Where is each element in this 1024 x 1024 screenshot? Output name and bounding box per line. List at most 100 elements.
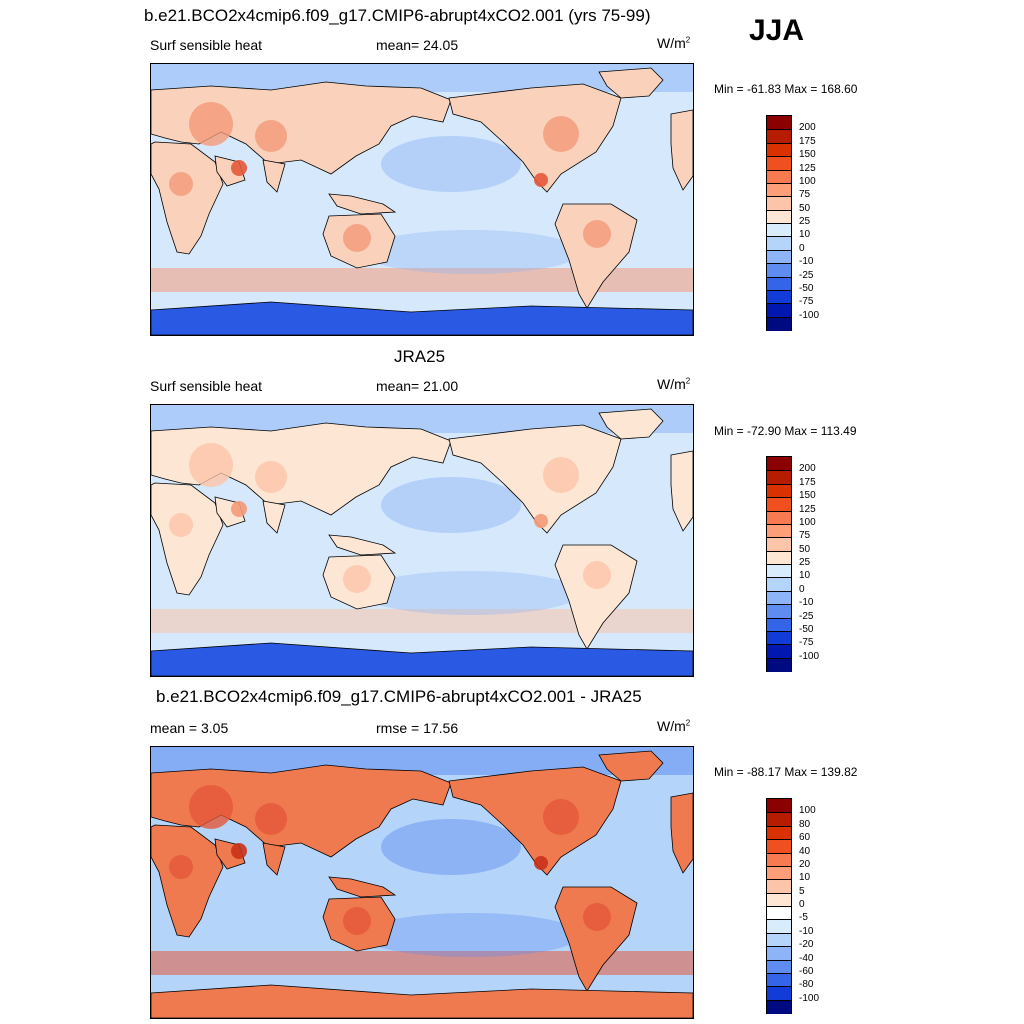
colorbar-tick-label: -50 bbox=[799, 282, 814, 294]
colorbar-cell bbox=[767, 537, 791, 552]
map-panel bbox=[150, 63, 694, 336]
continent-india bbox=[262, 159, 286, 193]
mean-label: mean = 3.05 bbox=[150, 720, 229, 736]
colorbar-tick-label: 40 bbox=[799, 845, 811, 857]
warm-region bbox=[169, 513, 193, 537]
colorbar: 200 175 150 125 100 75 50 25 10 0 -10 -25 -50 -75 -100 bbox=[766, 115, 846, 331]
colorbar-tick-label: -75 bbox=[799, 296, 814, 308]
continent-africa bbox=[151, 141, 224, 255]
colorbar-tick-label: -40 bbox=[799, 952, 814, 964]
colorbar-tick-label: 5 bbox=[799, 885, 805, 897]
colorbar-tick-label: 60 bbox=[799, 832, 811, 844]
north-pacific-anomaly bbox=[381, 477, 521, 533]
panel-title: b.e21.BCO2x4cmip6.f09_g17.CMIP6-abrupt4x… bbox=[144, 6, 651, 25]
continent-indonesia bbox=[328, 876, 397, 898]
mean-label: mean= 21.00 bbox=[376, 378, 459, 394]
colorbar-tick-label: 25 bbox=[799, 216, 811, 227]
continent-antarctica bbox=[151, 642, 693, 676]
units-label: W/m2 bbox=[657, 376, 691, 392]
warm-region bbox=[189, 102, 233, 146]
min-max-label: Min = -72.90 Max = 113.49 bbox=[714, 424, 857, 438]
rmse-label: rmse = 17.56 bbox=[376, 720, 459, 736]
continent-north-america bbox=[448, 766, 622, 876]
colorbar-cell bbox=[767, 799, 791, 813]
colorbar-cell bbox=[767, 946, 791, 961]
colorbar-tick-label: -100 bbox=[799, 309, 820, 321]
colorbar-tick-label: -10 bbox=[799, 597, 814, 609]
colorbar-tick-label: -20 bbox=[799, 939, 814, 951]
colorbar-tick-label: 200 bbox=[799, 122, 816, 134]
colorbar-tick-label: 175 bbox=[799, 476, 816, 488]
colorbar-tick-label: 50 bbox=[799, 202, 811, 214]
map-canvas bbox=[151, 405, 693, 676]
colorbar-cell bbox=[767, 169, 791, 184]
colorbar-cell bbox=[767, 959, 791, 974]
colorbar-cell bbox=[767, 644, 791, 659]
continent-greenland bbox=[598, 408, 664, 440]
colorbar-tick-label: 50 bbox=[799, 543, 811, 555]
continent-india bbox=[262, 500, 286, 534]
colorbar-tick-label: 125 bbox=[799, 503, 816, 515]
colorbar-cell bbox=[767, 142, 791, 158]
colorbar-box bbox=[766, 798, 792, 1014]
warm-region bbox=[543, 457, 579, 493]
colorbar-cell bbox=[767, 630, 791, 646]
colorbar-cell bbox=[767, 209, 791, 224]
south-pacific-anomaly bbox=[361, 571, 581, 615]
colorbar-cell bbox=[767, 510, 791, 525]
colorbar-cell bbox=[767, 906, 791, 921]
colorbar-cell bbox=[767, 316, 791, 331]
colorbar-tick-label: 200 bbox=[799, 463, 816, 475]
continent-south-america bbox=[554, 544, 638, 650]
north-pacific-anomaly bbox=[381, 819, 521, 875]
colorbar-cell bbox=[767, 116, 791, 130]
colorbar-cell bbox=[767, 223, 791, 238]
colorbar-cell bbox=[767, 182, 791, 198]
warm-region bbox=[189, 785, 233, 829]
continent-greenland bbox=[598, 750, 664, 782]
colorbar-cell bbox=[767, 263, 791, 278]
colorbar-cell bbox=[767, 590, 791, 606]
colorbar-tick-label: -10 bbox=[799, 256, 814, 268]
continent-europe-west bbox=[670, 792, 693, 874]
min-max-label: Min = -61.83 Max = 168.60 bbox=[714, 82, 858, 96]
continent-greenland bbox=[598, 67, 664, 99]
colorbar-tick-label: 0 bbox=[799, 899, 805, 910]
colorbar-tick-label: 100 bbox=[799, 516, 816, 528]
colorbar-tick-label: 20 bbox=[799, 858, 811, 870]
variable-label: Surf sensible heat bbox=[150, 378, 263, 394]
colorbar-cell bbox=[767, 865, 791, 881]
colorbar-tick-label: 80 bbox=[799, 818, 811, 830]
colorbar-cell bbox=[767, 932, 791, 948]
warm-region bbox=[583, 561, 611, 589]
continent-africa bbox=[151, 482, 224, 596]
colorbar-cell bbox=[767, 919, 791, 934]
units-label: W/m2 bbox=[657, 35, 691, 51]
colorbar-cell bbox=[767, 999, 791, 1014]
north-pacific-anomaly bbox=[381, 136, 521, 192]
colorbar-cell bbox=[767, 879, 791, 894]
continent-europe-asia bbox=[151, 422, 452, 516]
continent-antarctica bbox=[151, 301, 693, 335]
map-canvas bbox=[151, 64, 693, 335]
continent-europe-asia bbox=[151, 81, 452, 175]
colorbar-cell bbox=[767, 972, 791, 988]
panel-title: b.e21.BCO2x4cmip6.f09_g17.CMIP6-abrupt4x… bbox=[156, 687, 642, 706]
warm-region bbox=[583, 220, 611, 248]
colorbar-tick-label: -25 bbox=[799, 269, 814, 281]
warm-region bbox=[169, 172, 193, 196]
hot-region bbox=[231, 843, 247, 859]
hot-region bbox=[534, 856, 548, 870]
colorbar-tick-label: 10 bbox=[799, 872, 811, 884]
colorbar-cell bbox=[767, 604, 791, 619]
colorbar-cell bbox=[767, 657, 791, 672]
continent-north-america bbox=[448, 424, 622, 534]
colorbar-tick-label: 75 bbox=[799, 189, 811, 201]
colorbar-tick-label: 175 bbox=[799, 135, 816, 147]
hot-region bbox=[231, 501, 247, 517]
warm-region bbox=[169, 855, 193, 879]
colorbar-cell bbox=[767, 249, 791, 265]
warm-region bbox=[189, 443, 233, 487]
colorbar-tick-label: 75 bbox=[799, 530, 811, 542]
colorbar-cell bbox=[767, 523, 791, 539]
